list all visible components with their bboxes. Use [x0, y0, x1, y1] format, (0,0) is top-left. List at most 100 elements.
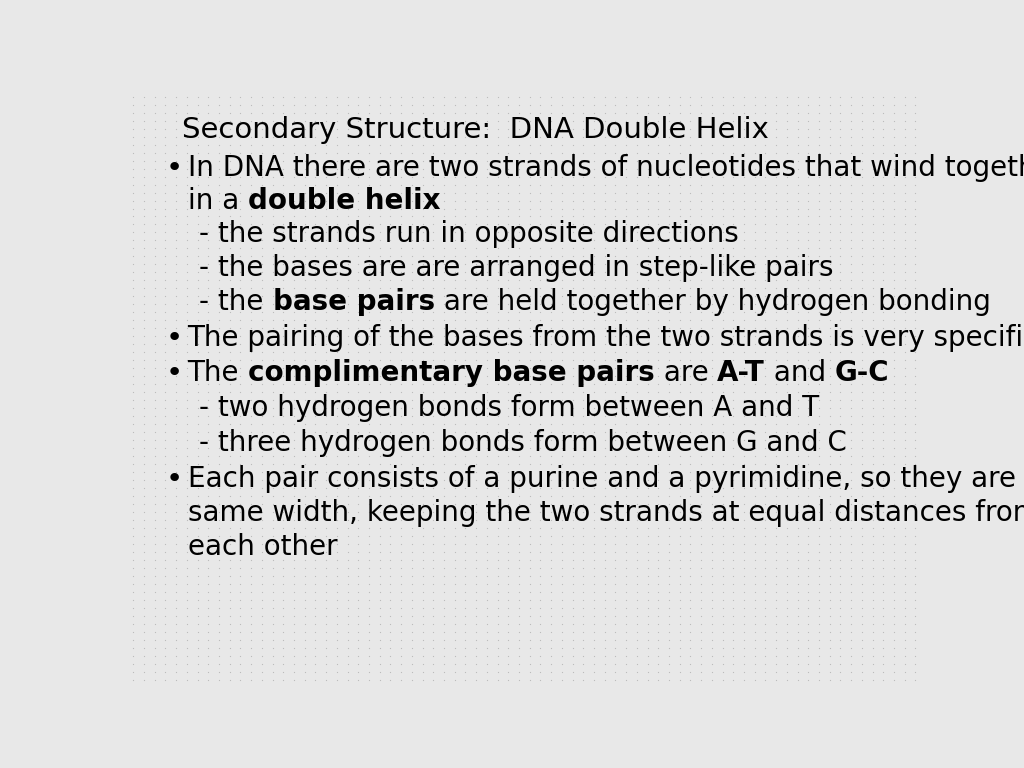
Point: [478, 274, 495, 286]
Point: [232, 634, 249, 646]
Point: [254, 274, 270, 286]
Point: [833, 234, 849, 247]
Point: [521, 242, 538, 254]
Point: [436, 625, 453, 637]
Point: [639, 402, 655, 414]
Point: [436, 585, 453, 598]
Point: [790, 266, 806, 279]
Point: [907, 354, 924, 366]
Point: [811, 617, 827, 630]
Point: [286, 418, 302, 430]
Point: [243, 594, 259, 606]
Point: [876, 346, 892, 359]
Point: [725, 354, 741, 366]
Point: [736, 498, 753, 510]
Point: [554, 458, 570, 470]
Point: [778, 314, 795, 326]
Point: [403, 554, 420, 566]
Point: [468, 131, 484, 143]
Point: [264, 625, 281, 637]
Point: [746, 378, 763, 390]
Point: [693, 266, 710, 279]
Point: [329, 498, 345, 510]
Point: [436, 530, 453, 542]
Point: [597, 202, 613, 214]
Point: [800, 202, 816, 214]
Point: [586, 585, 602, 598]
Point: [264, 458, 281, 470]
Point: [682, 418, 698, 430]
Point: [693, 490, 710, 502]
Point: [286, 482, 302, 494]
Point: [478, 218, 495, 230]
Point: [350, 474, 367, 486]
Point: [725, 561, 741, 574]
Point: [800, 418, 816, 430]
Point: [189, 442, 206, 454]
Point: [489, 418, 506, 430]
Point: [672, 466, 688, 478]
Point: [564, 370, 581, 382]
Point: [607, 330, 624, 343]
Point: [554, 498, 570, 510]
Point: [489, 346, 506, 359]
Point: [329, 266, 345, 279]
Point: [350, 114, 367, 127]
Point: [329, 362, 345, 374]
Point: [179, 402, 196, 414]
Point: [393, 258, 410, 270]
Point: [629, 107, 645, 119]
Point: [307, 657, 324, 670]
Point: [489, 545, 506, 558]
Point: [554, 418, 570, 430]
Point: [736, 674, 753, 686]
Point: [543, 410, 559, 422]
Point: [833, 570, 849, 582]
Point: [715, 290, 731, 303]
Point: [758, 386, 774, 399]
Point: [736, 378, 753, 390]
Point: [768, 578, 784, 590]
Point: [746, 514, 763, 526]
Point: [532, 657, 549, 670]
Point: [897, 657, 913, 670]
Point: [360, 131, 377, 143]
Point: [158, 450, 174, 462]
Point: [843, 170, 859, 183]
Point: [897, 178, 913, 190]
Point: [833, 434, 849, 446]
Point: [393, 123, 410, 135]
Point: [136, 346, 153, 359]
Point: [372, 274, 388, 286]
Point: [897, 650, 913, 662]
Point: [586, 234, 602, 247]
Point: [339, 298, 355, 310]
Point: [672, 426, 688, 439]
Point: [715, 338, 731, 350]
Point: [500, 426, 516, 439]
Point: [586, 362, 602, 374]
Point: [264, 250, 281, 263]
Point: [886, 641, 902, 654]
Point: [146, 210, 163, 223]
Point: [768, 250, 784, 263]
Text: - the strands run in opposite directions: - the strands run in opposite directions: [200, 220, 739, 249]
Point: [715, 346, 731, 359]
Point: [564, 234, 581, 247]
Point: [543, 442, 559, 454]
Point: [682, 298, 698, 310]
Point: [415, 98, 431, 111]
Point: [286, 274, 302, 286]
Point: [682, 242, 698, 254]
Point: [897, 147, 913, 159]
Point: [660, 442, 677, 454]
Point: [425, 154, 441, 167]
Point: [500, 322, 516, 334]
Point: [125, 290, 141, 303]
Point: [597, 418, 613, 430]
Point: [693, 154, 710, 167]
Point: [693, 210, 710, 223]
Point: [758, 178, 774, 190]
Point: [500, 91, 516, 103]
Point: [575, 274, 592, 286]
